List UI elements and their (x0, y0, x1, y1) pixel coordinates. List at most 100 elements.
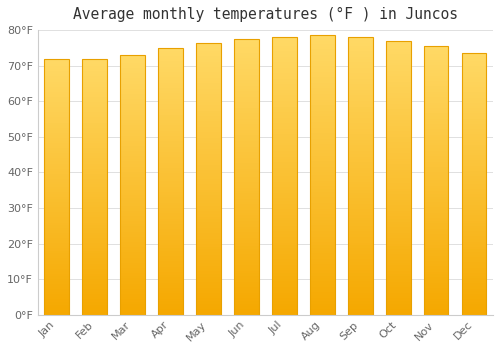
Bar (272, 37, 296, 40)
Bar (386, 153, 410, 156)
Bar (348, 98, 372, 101)
Bar (196, 247, 221, 250)
Bar (424, 296, 448, 299)
Bar (234, 42, 259, 44)
Bar (424, 138, 448, 140)
Bar (424, 242, 448, 245)
Bar (348, 212, 372, 215)
Bar (158, 141, 183, 144)
Bar (462, 129, 486, 132)
Bar (234, 293, 259, 295)
Bar (82, 74, 107, 77)
Bar (120, 172, 145, 175)
Bar (310, 214, 334, 217)
Bar (272, 279, 296, 281)
Bar (44, 159, 69, 161)
Bar (272, 206, 296, 209)
Bar (424, 170, 448, 172)
Bar (44, 58, 69, 315)
Bar (196, 217, 221, 219)
Bar (44, 220, 69, 223)
Bar (158, 69, 183, 72)
Bar (462, 205, 486, 208)
Bar (82, 105, 107, 107)
Bar (348, 87, 372, 90)
Bar (82, 310, 107, 312)
Bar (424, 92, 448, 94)
Bar (348, 231, 372, 234)
Bar (234, 163, 259, 166)
Bar (310, 167, 334, 169)
Bar (44, 84, 69, 87)
Bar (272, 148, 296, 151)
Bar (462, 61, 486, 64)
Bar (120, 219, 145, 221)
Bar (424, 213, 448, 215)
Bar (462, 270, 486, 273)
Bar (158, 285, 183, 288)
Bar (310, 69, 334, 72)
Bar (196, 43, 221, 315)
Bar (158, 270, 183, 272)
Bar (272, 290, 296, 293)
Bar (196, 304, 221, 307)
Bar (272, 240, 296, 243)
Bar (44, 146, 69, 148)
Bar (196, 258, 221, 260)
Bar (386, 167, 410, 169)
Bar (310, 105, 334, 108)
Bar (234, 182, 259, 185)
Bar (272, 68, 296, 70)
Bar (462, 121, 486, 124)
Bar (234, 276, 259, 279)
Bar (348, 143, 372, 146)
Bar (462, 184, 486, 187)
Bar (462, 210, 486, 213)
Bar (234, 69, 259, 72)
Bar (82, 61, 107, 64)
Bar (424, 151, 448, 154)
Bar (462, 302, 486, 304)
Bar (462, 155, 486, 158)
Bar (82, 253, 107, 256)
Bar (234, 130, 259, 133)
Bar (44, 266, 69, 269)
Bar (120, 164, 145, 167)
Bar (272, 140, 296, 143)
Bar (120, 201, 145, 203)
Bar (196, 184, 221, 187)
Bar (120, 211, 145, 214)
Bar (310, 108, 334, 111)
Bar (196, 271, 221, 274)
Bar (234, 282, 259, 285)
Bar (44, 281, 69, 284)
Bar (196, 263, 221, 266)
Bar (348, 195, 372, 198)
Bar (234, 243, 259, 246)
Bar (272, 54, 296, 57)
Bar (424, 172, 448, 175)
Bar (44, 161, 69, 163)
Bar (462, 189, 486, 192)
Bar (158, 296, 183, 299)
Bar (158, 200, 183, 203)
Bar (310, 141, 334, 144)
Bar (348, 281, 372, 284)
Bar (82, 284, 107, 287)
Bar (386, 52, 410, 55)
Bar (348, 201, 372, 204)
Bar (310, 195, 334, 197)
Bar (386, 74, 410, 76)
Bar (310, 223, 334, 225)
Bar (234, 207, 259, 210)
Bar (44, 187, 69, 189)
Bar (310, 256, 334, 259)
Bar (348, 57, 372, 60)
Bar (44, 107, 69, 110)
Bar (44, 118, 69, 120)
Bar (386, 279, 410, 282)
Bar (82, 302, 107, 304)
Bar (386, 265, 410, 268)
Bar (386, 82, 410, 85)
Bar (424, 183, 448, 186)
